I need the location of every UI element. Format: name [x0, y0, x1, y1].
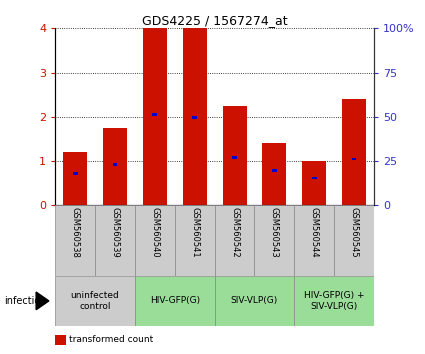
Text: HIV-GFP(G): HIV-GFP(G): [150, 296, 200, 306]
Bar: [103, 128, 127, 205]
Bar: [294, 276, 374, 326]
Bar: [55, 205, 95, 276]
Bar: [272, 170, 277, 172]
Text: GSM560544: GSM560544: [310, 207, 319, 258]
Bar: [334, 205, 374, 276]
Text: SIV-VLP(G): SIV-VLP(G): [231, 296, 278, 306]
Bar: [302, 161, 326, 205]
Text: GSM560543: GSM560543: [270, 207, 279, 258]
Text: GSM560541: GSM560541: [190, 207, 199, 258]
Text: GSM560539: GSM560539: [110, 207, 119, 258]
Bar: [183, 28, 207, 205]
Bar: [223, 106, 246, 205]
Bar: [63, 152, 87, 205]
Bar: [135, 276, 215, 326]
Bar: [351, 158, 357, 160]
Bar: [113, 163, 117, 166]
Title: GDS4225 / 1567274_at: GDS4225 / 1567274_at: [142, 14, 287, 27]
Text: infection: infection: [4, 296, 47, 306]
Bar: [294, 205, 334, 276]
Bar: [232, 156, 237, 159]
Bar: [95, 205, 135, 276]
Bar: [175, 205, 215, 276]
Text: GSM560542: GSM560542: [230, 207, 239, 258]
Bar: [255, 205, 294, 276]
Bar: [312, 177, 317, 179]
Text: transformed count: transformed count: [69, 335, 153, 344]
Bar: [135, 205, 175, 276]
Bar: [262, 143, 286, 205]
Polygon shape: [36, 292, 49, 310]
Bar: [55, 335, 66, 345]
Text: uninfected
control: uninfected control: [71, 291, 119, 310]
Bar: [215, 276, 294, 326]
Bar: [153, 113, 157, 116]
Text: HIV-GFP(G) +
SIV-VLP(G): HIV-GFP(G) + SIV-VLP(G): [304, 291, 364, 310]
Bar: [73, 172, 77, 175]
Text: GSM560545: GSM560545: [350, 207, 359, 258]
Bar: [55, 276, 135, 326]
Bar: [143, 28, 167, 205]
Bar: [192, 116, 197, 119]
Text: GSM560540: GSM560540: [150, 207, 159, 258]
Text: GSM560538: GSM560538: [71, 207, 79, 258]
Bar: [215, 205, 255, 276]
Bar: [342, 99, 366, 205]
